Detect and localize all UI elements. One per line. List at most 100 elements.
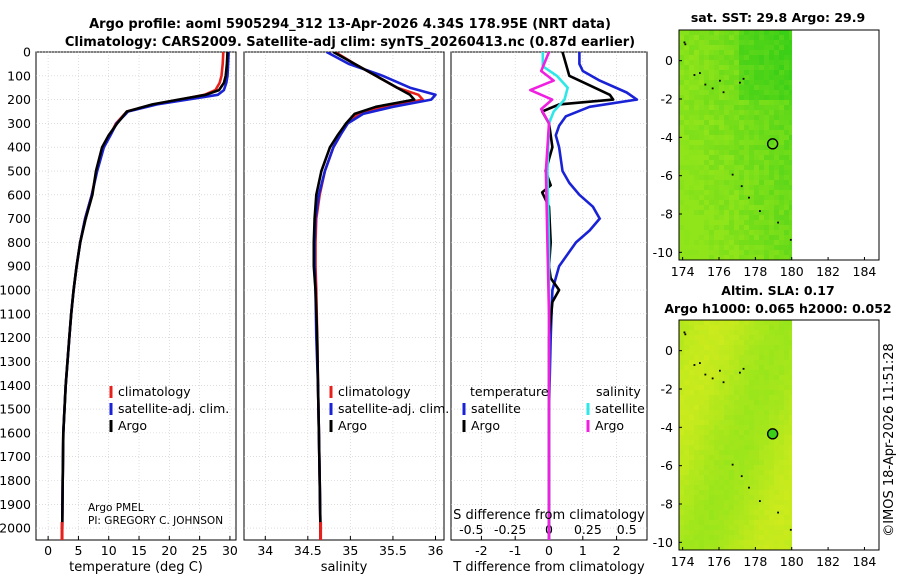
map-cell [774, 375, 780, 381]
map-cell [749, 400, 755, 406]
map-cell [724, 360, 730, 366]
map-cell [749, 420, 755, 426]
lat-tick-label: -8 [661, 497, 674, 512]
map-cell [724, 65, 730, 71]
map-cell [684, 65, 690, 71]
map-cell [724, 175, 730, 181]
map-cell [709, 385, 715, 391]
map-cell [724, 145, 730, 151]
map-cell [704, 115, 710, 121]
map-cell [759, 130, 765, 136]
map-cell [679, 440, 685, 446]
map-cell [779, 225, 785, 231]
map-cell [774, 125, 780, 131]
map-cell [719, 110, 725, 116]
map-cell [689, 245, 695, 251]
map-cell [764, 180, 770, 186]
map-cell [709, 95, 715, 101]
map-cell [734, 155, 740, 161]
map-cell [769, 530, 775, 536]
map-cell [679, 180, 685, 186]
map-cell [749, 370, 755, 376]
map-cell [704, 170, 710, 176]
map-cell [714, 200, 720, 206]
map-cell [784, 120, 790, 126]
map-cell [679, 430, 685, 436]
map-cell [699, 510, 705, 516]
map-cell [754, 450, 760, 456]
map-cell [779, 345, 785, 351]
map-cell [779, 395, 785, 401]
sst-map-panel: sat. SST: 29.8 Argo: 29.9 174 176 178 180 18… [653, 10, 880, 279]
map-cell [694, 215, 700, 221]
map-cell [764, 385, 770, 391]
map-cell [739, 255, 745, 261]
map-cell [789, 115, 793, 121]
map-cell [729, 175, 735, 181]
map-cell [744, 440, 750, 446]
map-cell [739, 210, 745, 216]
map-cell [684, 60, 690, 66]
map-cell [689, 540, 695, 546]
map-cell [749, 205, 755, 211]
map-cell [744, 520, 750, 526]
map-cell [744, 325, 750, 331]
map-cell [724, 485, 730, 491]
map-cell [729, 130, 735, 136]
map-cell [709, 250, 715, 256]
map-cell [784, 40, 790, 46]
map-cell [699, 455, 705, 461]
map-cell [709, 220, 715, 226]
map-cell [769, 190, 775, 196]
map-cell [714, 490, 720, 496]
coast-dot [693, 74, 696, 76]
map-cell [724, 460, 730, 466]
map-cell [739, 80, 745, 86]
map-cell [734, 35, 740, 41]
map-cell [749, 410, 755, 416]
map-cell [709, 330, 715, 336]
map-cell [764, 235, 770, 241]
figure-title-line2: Climatology: CARS2009. Satellite-adj cli… [65, 35, 635, 50]
map-cell [774, 80, 780, 86]
map-cell [744, 495, 750, 501]
map-cell [714, 320, 720, 326]
map-cell [729, 90, 735, 96]
map-cell [764, 350, 770, 356]
map-cell [779, 125, 785, 131]
map-cell [779, 185, 785, 191]
map-cell [784, 105, 790, 111]
map-cell [734, 140, 740, 146]
map-cell [744, 395, 750, 401]
map-cell [699, 230, 705, 236]
map-cell [739, 135, 745, 141]
map-cell [769, 455, 775, 461]
map-cell [704, 405, 710, 411]
map-cell [739, 325, 745, 331]
map-cell [689, 380, 695, 386]
map-cell [709, 480, 715, 486]
map-cell [744, 185, 750, 191]
map-cell [744, 220, 750, 226]
map-cell [739, 145, 745, 151]
map-cell [679, 75, 685, 81]
map-cell [744, 250, 750, 256]
map-cell [709, 435, 715, 441]
map-cell [749, 380, 755, 386]
map-cell [774, 165, 780, 171]
lat-tick-label: -10 [653, 535, 673, 550]
map-cell [709, 205, 715, 211]
map-cell [714, 40, 720, 46]
map-cell [759, 155, 765, 161]
map-cell [769, 80, 775, 86]
map-cell [684, 190, 690, 196]
map-cell [699, 375, 705, 381]
map-cell [709, 490, 715, 496]
map-cell [704, 350, 710, 356]
map-cell [754, 375, 760, 381]
map-cell [744, 125, 750, 131]
map-cell [764, 475, 770, 481]
map-cell [769, 180, 775, 186]
map-cell [734, 235, 740, 241]
map-cell [764, 395, 770, 401]
